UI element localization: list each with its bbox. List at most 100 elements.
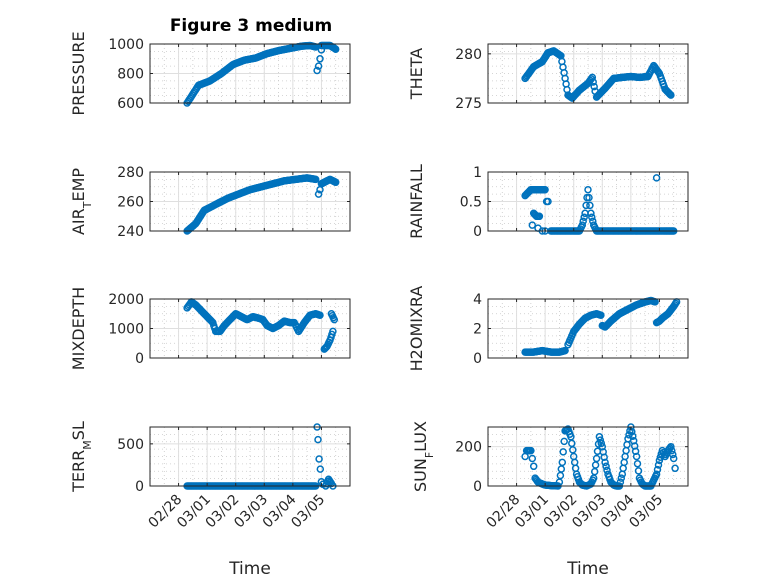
y-tick-label: 600 [117, 96, 144, 112]
data-point [584, 185, 592, 194]
data-point [629, 432, 637, 440]
data-point [314, 435, 322, 444]
axes-box [487, 426, 689, 487]
data-point [314, 62, 323, 70]
y-tick-label: 0 [135, 479, 144, 495]
data-point [668, 446, 676, 455]
data-point [560, 437, 568, 446]
y-label-main: RAINFALL [407, 164, 426, 239]
x-axis-label: Time [566, 559, 609, 579]
axes-box [487, 43, 689, 104]
y-label-subscript: T [81, 201, 94, 209]
data-point [561, 346, 569, 355]
data-point [329, 327, 337, 336]
data-point [316, 465, 325, 473]
data-point [331, 45, 340, 53]
y-tick-label: 2000 [108, 292, 144, 308]
data-point [535, 212, 544, 221]
subplot-terr_msl: 050002/2803/0103/0203/0303/0403/05TimeTE… [69, 421, 351, 579]
series-pressure [183, 41, 340, 107]
data-point [621, 452, 629, 461]
data-point [578, 221, 587, 229]
data-point [569, 446, 577, 454]
series-air_temp [183, 174, 340, 235]
y-tick-label: 0.5 [460, 195, 482, 211]
subplot-h2omixra: 0 2 4 H2OMIXRA [407, 286, 689, 372]
y-label-subscript: M [81, 440, 94, 450]
y-tick-label: 1000 [108, 322, 144, 338]
data-point [652, 470, 661, 478]
data-point [316, 55, 324, 63]
data-point [669, 454, 678, 463]
data-point [588, 213, 596, 221]
data-point [557, 465, 566, 473]
y-label-main: THETA [407, 48, 426, 100]
data-point [327, 310, 336, 318]
data-point [619, 464, 627, 473]
data-point [544, 197, 552, 206]
data-point [582, 201, 590, 210]
y-axis-label: PRESSURE [69, 31, 88, 115]
data-point [527, 446, 535, 455]
data-point [634, 467, 643, 475]
data-point [521, 452, 529, 461]
series-mixdepth [183, 298, 339, 353]
y-axis-label: SUNFLUX [411, 421, 436, 492]
data-point [633, 459, 642, 468]
data-point [585, 193, 593, 202]
y-tick-label: 1000 [108, 37, 144, 53]
series-h2omixra [521, 296, 681, 356]
y-label-main: TERR [69, 450, 88, 493]
x-axis-label: Time [228, 559, 271, 579]
figure-title: Figure 3 medium [170, 16, 332, 36]
data-point [597, 311, 605, 319]
y-label-main: AIR [69, 208, 88, 235]
data-point [559, 448, 567, 456]
y-label-subscript: F [423, 452, 436, 458]
y-axis-label: H2OMIXRA [407, 286, 426, 372]
data-point [655, 456, 664, 465]
data-point [616, 478, 625, 486]
data-point [587, 209, 595, 218]
y-label-main: H2OMIXRA [407, 286, 426, 372]
data-point [579, 217, 587, 225]
y-axis-label: THETA [407, 48, 426, 100]
y-axis-label: RAINFALL [407, 164, 426, 239]
y-label-main: MIXDEPTH [69, 287, 88, 370]
data-point [597, 439, 606, 448]
data-point [570, 458, 579, 467]
y-axis-label: TERRMSL [69, 421, 94, 493]
subplot-mixdepth: 0 1000 2000 MIXDEPTH [69, 287, 351, 370]
data-point [654, 461, 663, 469]
data-point [314, 190, 323, 198]
data-point [595, 433, 604, 441]
data-point [315, 455, 323, 463]
y-tick-label: 2 [473, 322, 482, 338]
y-label-tail: EMP [69, 168, 88, 202]
data-point [617, 474, 626, 482]
data-point [311, 175, 320, 184]
data-point [632, 452, 641, 461]
series-theta [521, 47, 675, 102]
data-point [541, 185, 549, 194]
data-point [653, 465, 662, 474]
y-tick-label: 260 [117, 195, 144, 211]
data-point [667, 91, 675, 99]
y-label-main: PRESSURE [69, 31, 88, 115]
data-point [592, 454, 601, 463]
data-point [528, 454, 537, 463]
data-point [620, 458, 628, 467]
data-point [602, 462, 610, 471]
y-tick-label: 240 [117, 224, 144, 240]
subplot-pressure: 600 800 1000 PRESSURE [69, 31, 351, 116]
data-point [622, 446, 630, 455]
data-point [652, 174, 661, 182]
y-tick-label: 0 [135, 351, 144, 367]
y-tick-label: 0 [473, 351, 482, 367]
y-tick-label: 500 [117, 437, 144, 453]
y-tick-label: 280 [455, 47, 482, 63]
x-tick-label: 03/05 [288, 492, 328, 532]
data-point [590, 82, 598, 91]
data-point [331, 178, 340, 187]
